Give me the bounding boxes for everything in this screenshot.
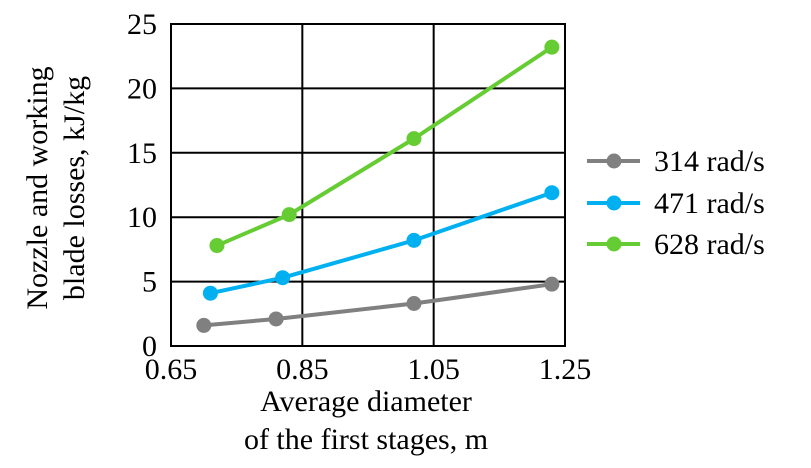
series-line [216, 45, 553, 248]
series-314-rad-s [196, 276, 560, 333]
legend: 314 rad/s 471 rad/s 628 rad/s [587, 145, 765, 261]
series-628-rad-s [209, 39, 560, 254]
y-tick-label: 25 [127, 8, 157, 41]
x-axis-label-line-1: Average diameter [260, 385, 472, 418]
data-point [544, 39, 560, 55]
data-point [202, 285, 218, 301]
legend-item: 471 rad/s [587, 187, 765, 220]
legend-label: 314 rad/s [654, 145, 765, 178]
y-tick-label: 10 [127, 201, 157, 234]
y-axis-label-line-2: blade losses, kJ/kg [58, 76, 91, 300]
series-layer [196, 39, 560, 333]
y-axis-label-line-1: Nozzle and working [21, 66, 54, 309]
legend-swatch-marker [606, 195, 622, 211]
legend-label: 628 rad/s [654, 228, 765, 261]
x-tick-label: 0.65 [145, 353, 198, 386]
axis-labels: Nozzle and working blade losses, kJ/kg A… [21, 66, 488, 456]
x-tick-label: 1.05 [407, 353, 460, 386]
data-point [406, 131, 422, 147]
legend-item: 314 rad/s [587, 145, 765, 178]
data-point [544, 185, 560, 201]
legend-swatch-marker [606, 153, 622, 169]
data-point [209, 238, 225, 254]
x-axis-label-line-2: of the first stages, m [244, 423, 488, 456]
data-point [406, 232, 422, 248]
data-point [275, 270, 291, 286]
series-line [203, 282, 553, 328]
data-point [268, 311, 284, 327]
x-tick-label: 0.85 [276, 353, 329, 386]
data-point [544, 276, 560, 292]
legend-item: 628 rad/s [587, 228, 765, 261]
data-point [196, 317, 212, 333]
series-line [209, 190, 553, 296]
plot-frame [170, 23, 566, 347]
y-tick-label: 20 [127, 72, 157, 105]
y-tick-label: 15 [127, 137, 157, 170]
legend-swatch-marker [606, 236, 622, 252]
x-tick-label: 1.25 [539, 353, 592, 386]
data-point [281, 207, 297, 223]
axis-layer: 0 5 10 15 20 25 0.65 0.85 1.05 1.25 [127, 8, 591, 386]
y-tick-label: 0 [142, 330, 157, 363]
data-point [406, 295, 422, 311]
series-471-rad-s [202, 185, 560, 301]
grid-layer [170, 23, 566, 347]
y-tick-label: 5 [142, 266, 157, 299]
legend-label: 471 rad/s [654, 187, 765, 220]
